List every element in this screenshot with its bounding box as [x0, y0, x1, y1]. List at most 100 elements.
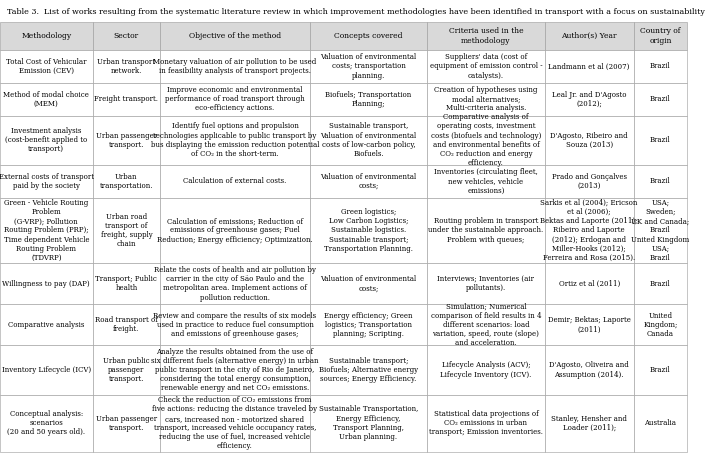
- Bar: [160, 83, 310, 116]
- Bar: [634, 304, 687, 345]
- Bar: [427, 22, 545, 50]
- Text: Willingness to pay (DAP): Willingness to pay (DAP): [2, 280, 90, 288]
- Bar: [0, 263, 93, 304]
- Text: Road transport of
freight.: Road transport of freight.: [95, 316, 158, 333]
- Text: Investment analysis
(cost-benefit applied to
transport): Investment analysis (cost-benefit applie…: [5, 127, 88, 153]
- Bar: [427, 304, 545, 345]
- Text: Freight transport.: Freight transport.: [95, 95, 158, 103]
- Bar: [427, 345, 545, 395]
- Bar: [0, 116, 93, 165]
- Text: Method of modal choice
(MEM): Method of modal choice (MEM): [4, 91, 89, 108]
- Text: Total Cost of Vehicular
Emission (CEV): Total Cost of Vehicular Emission (CEV): [6, 58, 87, 75]
- Text: Table 3.  List of works resulting from the systematic literature review in which: Table 3. List of works resulting from th…: [7, 8, 705, 16]
- Text: Inventories (circulating fleet,
new vehicles, vehicle
emissions): Inventories (circulating fleet, new vehi…: [434, 168, 538, 194]
- Bar: [0, 165, 93, 197]
- Text: Urban public
passenger
transport.: Urban public passenger transport.: [103, 357, 150, 383]
- Bar: [634, 116, 687, 165]
- Bar: [160, 165, 310, 197]
- Text: Ortiz et al (2011): Ortiz et al (2011): [558, 280, 620, 288]
- Bar: [160, 116, 310, 165]
- Bar: [545, 50, 634, 83]
- Text: Suppliers' data (cost of
equipment of emission control -
catalysts).: Suppliers' data (cost of equipment of em…: [429, 53, 543, 79]
- Text: Calculation of emissions; Reduction of
emissions of greenhouse gases; Fuel
Reduc: Calculation of emissions; Reduction of e…: [157, 217, 313, 244]
- Bar: [93, 395, 160, 452]
- Text: Brazil: Brazil: [650, 366, 671, 374]
- Bar: [427, 395, 545, 452]
- Text: Country of
origin: Country of origin: [640, 27, 681, 44]
- Bar: [427, 83, 545, 116]
- Bar: [310, 345, 427, 395]
- Text: Comparative analysis: Comparative analysis: [8, 321, 85, 329]
- Bar: [545, 395, 634, 452]
- Text: Urban road
transport of
freight, supply
chain: Urban road transport of freight, supply …: [100, 212, 152, 248]
- Text: Demir; Bektas; Laporte
(2011): Demir; Bektas; Laporte (2011): [548, 316, 631, 333]
- Bar: [427, 263, 545, 304]
- Bar: [93, 197, 160, 263]
- Text: Monetary valuation of air pollution to be used
in feasibility analysis of transp: Monetary valuation of air pollution to b…: [153, 58, 317, 75]
- Text: USA;
Sweden;
UK and Canada;
Brazil
United Kingdom
USA;
Brazil: USA; Sweden; UK and Canada; Brazil Unite…: [632, 199, 689, 262]
- Text: Urban
transportation.: Urban transportation.: [100, 173, 153, 190]
- Text: Leal Jr. and D'Agosto
(2012);: Leal Jr. and D'Agosto (2012);: [552, 91, 627, 108]
- Bar: [427, 116, 545, 165]
- Bar: [310, 116, 427, 165]
- Bar: [93, 22, 160, 50]
- Bar: [545, 165, 634, 197]
- Bar: [0, 50, 93, 83]
- Text: Relate the costs of health and air pollution by
carrier in the city of São Paulo: Relate the costs of health and air pollu…: [154, 266, 316, 301]
- Bar: [634, 263, 687, 304]
- Bar: [160, 197, 310, 263]
- Text: Green - Vehicle Routing
Problem
(G-VRP); Pollution
Routing Problem (PRP);
Time d: Green - Vehicle Routing Problem (G-VRP);…: [4, 199, 89, 262]
- Bar: [545, 304, 634, 345]
- Bar: [0, 22, 93, 50]
- Bar: [545, 345, 634, 395]
- Bar: [634, 165, 687, 197]
- Text: Inventory Lifecycle (ICV): Inventory Lifecycle (ICV): [1, 366, 91, 374]
- Text: Review and compare the results of six models
used in practice to reduce fuel con: Review and compare the results of six mo…: [153, 311, 317, 338]
- Bar: [160, 22, 310, 50]
- Text: Energy efficiency; Green
logistics; Transportation
planning; Scripting.: Energy efficiency; Green logistics; Tran…: [324, 311, 413, 338]
- Bar: [545, 197, 634, 263]
- Text: Analyze the results obtained from the use of
six different fuels (alternative en: Analyze the results obtained from the us…: [151, 348, 319, 392]
- Bar: [93, 345, 160, 395]
- Text: Author(s) Year: Author(s) Year: [562, 32, 617, 40]
- Bar: [634, 83, 687, 116]
- Bar: [634, 345, 687, 395]
- Text: Brazil: Brazil: [650, 62, 671, 70]
- Bar: [545, 116, 634, 165]
- Bar: [427, 165, 545, 197]
- Text: Landmann et al (2007): Landmann et al (2007): [548, 62, 630, 70]
- Bar: [634, 395, 687, 452]
- Text: Valuation of environmental
costs;: Valuation of environmental costs;: [320, 173, 417, 190]
- Bar: [93, 50, 160, 83]
- Text: Transport; Public
health: Transport; Public health: [95, 275, 157, 292]
- Bar: [160, 304, 310, 345]
- Text: Conceptual analysis:
scenarios
(20 and 50 years old).: Conceptual analysis: scenarios (20 and 5…: [7, 410, 85, 436]
- Text: Urban transport
network.: Urban transport network.: [98, 58, 155, 75]
- Bar: [634, 197, 687, 263]
- Text: Calculation of external costs.: Calculation of external costs.: [183, 177, 287, 185]
- Bar: [0, 345, 93, 395]
- Bar: [310, 165, 427, 197]
- Text: Objective of the method: Objective of the method: [189, 32, 281, 40]
- Bar: [634, 50, 687, 83]
- Bar: [93, 304, 160, 345]
- Text: Brazil: Brazil: [650, 280, 671, 288]
- Text: Biofuels; Transportation
Planning;: Biofuels; Transportation Planning;: [325, 91, 412, 108]
- Text: Improve economic and environmental
performance of road transport through
eco-eff: Improve economic and environmental perfo…: [165, 86, 305, 113]
- Text: Lifecycle Analysis (ACV);
Lifecycle Inventory (ICV).: Lifecycle Analysis (ACV); Lifecycle Inve…: [440, 361, 532, 379]
- Text: Brazil: Brazil: [650, 95, 671, 103]
- Bar: [545, 263, 634, 304]
- Text: Statistical data projections of
CO₂ emissions in urban
transport; Emission inven: Statistical data projections of CO₂ emis…: [429, 410, 543, 436]
- Text: Green logistics;
Low Carbon Logistics;
Sustainable logistics.
Sustainable transp: Green logistics; Low Carbon Logistics; S…: [324, 208, 413, 253]
- Text: Prado and Gonçalves
(2013): Prado and Gonçalves (2013): [552, 173, 627, 190]
- Text: Simulation; Numerical
comparison of field results in 4
different scenarios: load: Simulation; Numerical comparison of fiel…: [431, 302, 541, 347]
- Text: Routing problem in transport
under the sustainable approach.
Problem with queues: Routing problem in transport under the s…: [429, 217, 543, 244]
- Bar: [310, 395, 427, 452]
- Bar: [0, 197, 93, 263]
- Text: Sustainable transport,
Valuation of environmental
costs of low-carbon policy,
Bi: Sustainable transport, Valuation of envi…: [320, 123, 417, 158]
- Bar: [160, 50, 310, 83]
- Text: Brazil: Brazil: [650, 177, 671, 185]
- Bar: [0, 83, 93, 116]
- Bar: [0, 395, 93, 452]
- Bar: [545, 22, 634, 50]
